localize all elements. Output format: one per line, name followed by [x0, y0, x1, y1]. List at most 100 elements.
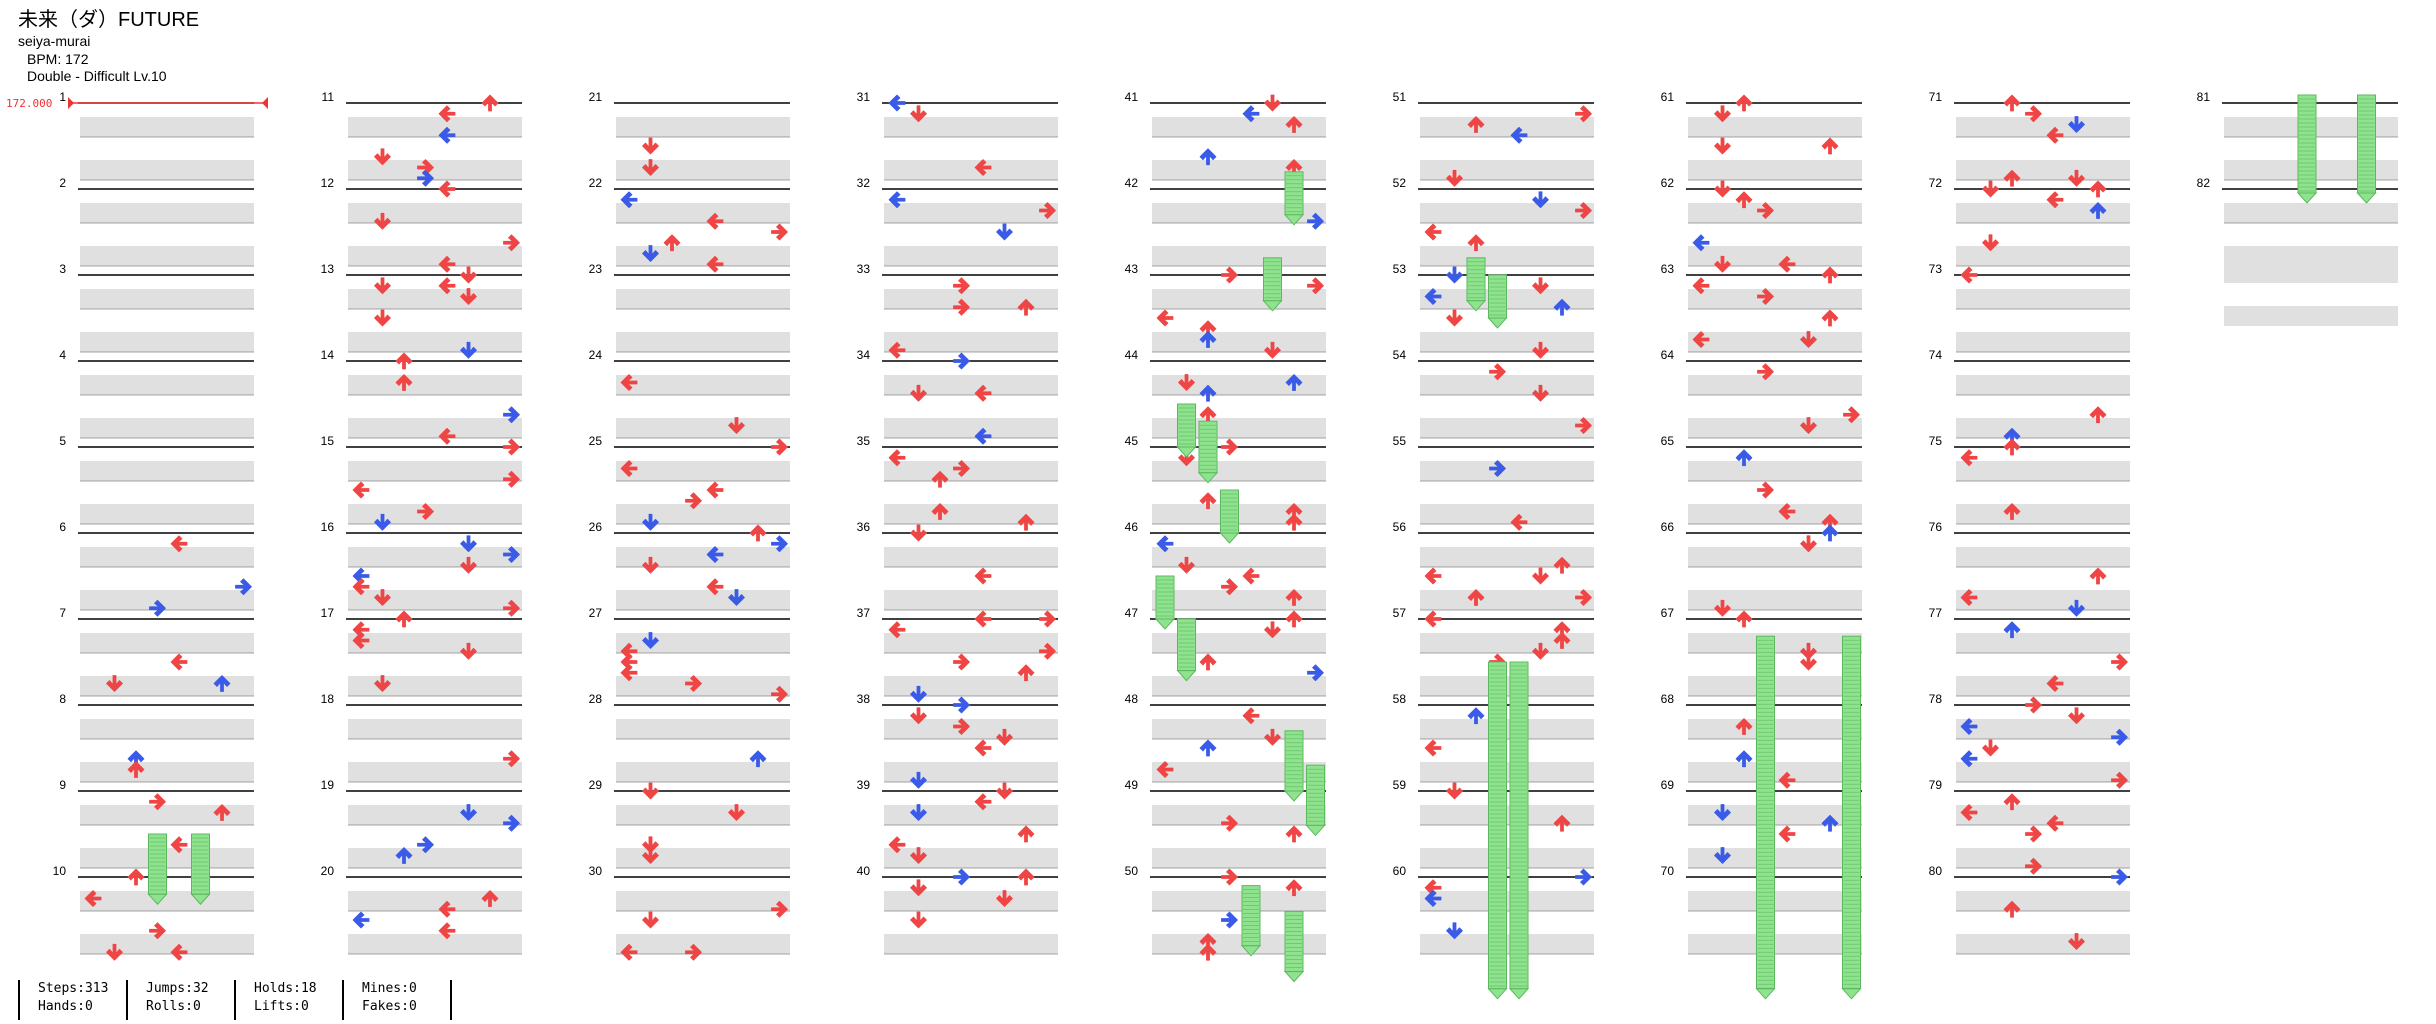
arrow-shape — [1285, 589, 1303, 606]
step-arrow — [460, 341, 477, 359]
step-arrow — [170, 535, 188, 553]
arrow-shape — [1264, 341, 1281, 359]
step-arrow — [1778, 255, 1796, 273]
hold-body — [1488, 274, 1507, 319]
arrow-shape — [953, 298, 970, 316]
beat-band — [1956, 375, 2130, 395]
beat-band — [1420, 547, 1594, 567]
step-arrow — [2046, 675, 2064, 692]
arrow-shape — [1446, 922, 1463, 940]
arrow-shape — [417, 836, 434, 854]
measure-number-48: 48 — [1125, 692, 1139, 706]
step-arrow — [2003, 621, 2021, 639]
step-arrow — [395, 610, 413, 628]
step-arrow — [953, 298, 970, 316]
step-arrow — [2111, 771, 2128, 789]
step-arrow — [1199, 492, 1217, 510]
step-arrow — [1510, 513, 1528, 531]
arrow-shape — [910, 105, 927, 123]
step-arrow — [642, 137, 659, 155]
arrow-shape — [213, 804, 231, 821]
arrow-shape — [460, 804, 477, 821]
step-arrow — [706, 212, 724, 230]
arrow-shape — [910, 771, 927, 789]
measure-number-11: 11 — [322, 90, 335, 104]
arrow-shape — [2025, 696, 2042, 714]
beat-band — [348, 375, 522, 395]
arrow-shape — [395, 847, 413, 864]
arrow-shape — [1221, 438, 1238, 456]
arrow-shape — [910, 384, 927, 402]
arrow-shape — [417, 503, 434, 520]
arrow-shape — [642, 836, 659, 854]
step-arrow — [1532, 384, 1549, 402]
arrow-shape — [1467, 234, 1485, 252]
beat-band — [616, 547, 790, 567]
arrow-shape — [374, 589, 391, 606]
beat-band — [348, 160, 522, 180]
beat-band — [616, 633, 790, 653]
arrow-shape — [1242, 707, 1260, 725]
measure-number-34: 34 — [857, 348, 871, 362]
beat-band — [1688, 160, 1862, 180]
beat-band — [1152, 762, 1326, 782]
beat-band — [1956, 547, 2130, 567]
hold-tail — [2296, 192, 2318, 204]
step-arrow — [170, 836, 188, 854]
step-arrow — [1532, 642, 1549, 660]
step-arrow — [2111, 728, 2128, 746]
step-arrow — [460, 556, 477, 574]
arrow-shape — [374, 148, 391, 166]
step-arrow — [974, 739, 992, 757]
step-arrow — [503, 546, 520, 563]
step-arrow — [438, 255, 456, 273]
beat-band — [1956, 891, 2130, 911]
step-arrow — [1575, 105, 1592, 123]
beat-band — [884, 332, 1058, 352]
bpm-info: BPM: 172 — [27, 50, 89, 67]
arrow-shape — [910, 804, 927, 821]
beat-band — [1152, 117, 1326, 137]
arrow-shape — [706, 546, 724, 563]
step-arrow — [1778, 825, 1796, 843]
chart-column-1: 1 2 3 4 5 6 7 8 9 10 — [53, 90, 254, 955]
arrow-shape — [1821, 814, 1839, 832]
arrow-shape — [1039, 642, 1056, 660]
arrow-shape — [1714, 599, 1731, 617]
step-arrow — [149, 922, 166, 940]
arrow-shape — [1960, 266, 1978, 284]
arrow-shape — [1821, 137, 1839, 155]
arrow-shape — [1178, 556, 1195, 574]
step-arrow — [374, 309, 391, 327]
step-arrow — [438, 105, 456, 123]
beat-band — [884, 160, 1058, 180]
step-arrow — [374, 212, 391, 230]
arrow-shape — [974, 567, 992, 585]
arrow-shape — [438, 126, 456, 144]
beat-band — [80, 934, 254, 954]
beat-band — [348, 246, 522, 266]
arrow-shape — [2068, 169, 2085, 187]
beat-band — [2224, 246, 2398, 266]
step-arrow — [235, 578, 252, 596]
step-arrow — [910, 879, 927, 897]
beat-band — [80, 289, 254, 309]
arrow-shape — [1800, 535, 1817, 553]
arrow-shape — [374, 277, 391, 295]
step-arrow — [1757, 481, 1774, 499]
measure-number-50: 50 — [1125, 864, 1139, 878]
step-arrow — [1285, 879, 1303, 897]
arrow-shape — [374, 675, 391, 692]
beat-band — [616, 934, 790, 954]
step-arrow — [213, 804, 231, 821]
arrow-shape — [1489, 363, 1506, 381]
arrow-shape — [1714, 804, 1731, 821]
step-arrow — [352, 578, 370, 596]
arrow-shape — [438, 180, 456, 198]
step-arrow — [149, 599, 166, 617]
step-arrow — [1467, 234, 1485, 252]
arrow-shape — [395, 610, 413, 628]
step-arrow — [1264, 341, 1281, 359]
step-arrow — [481, 890, 499, 907]
arrow-shape — [685, 492, 702, 510]
